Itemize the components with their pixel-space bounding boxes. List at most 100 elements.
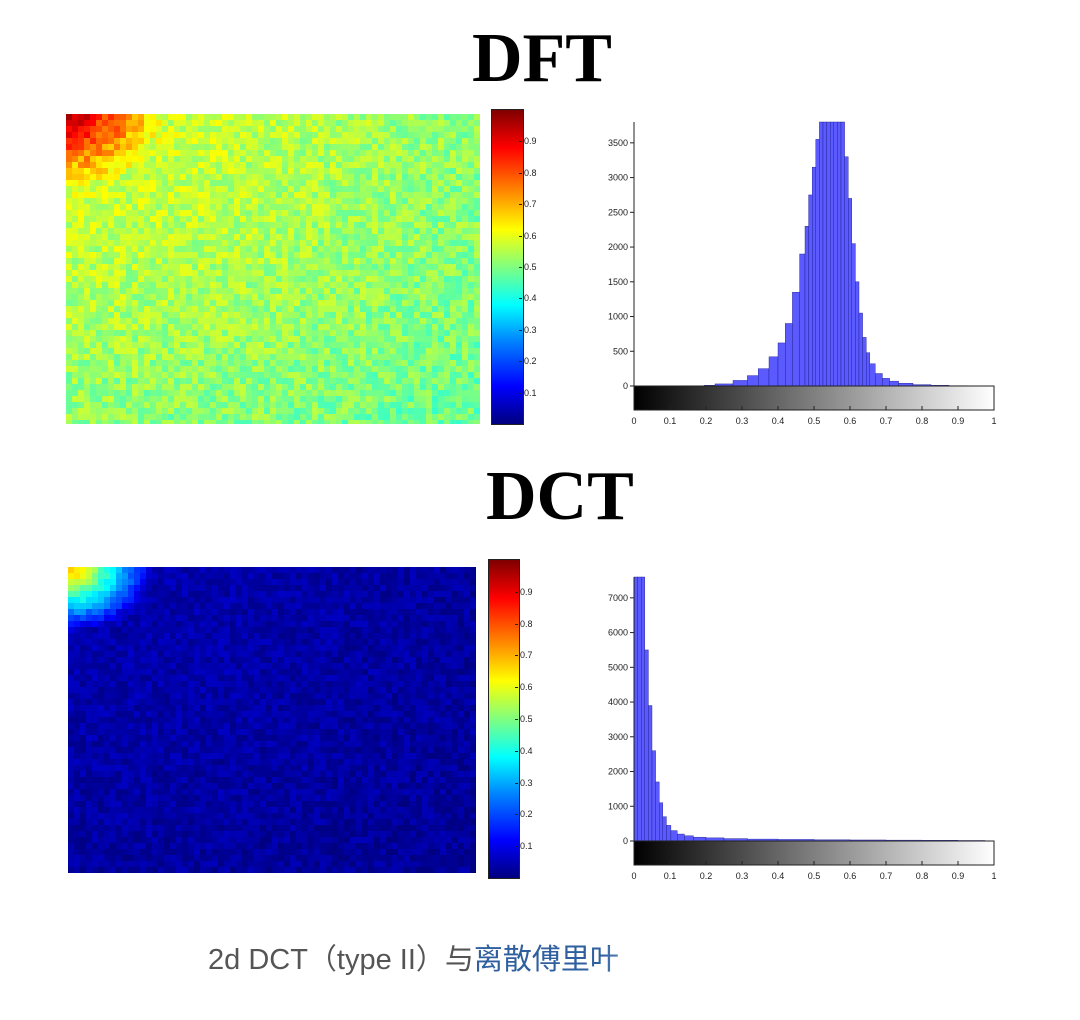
- heatmap-cell: [390, 168, 396, 174]
- heatmap-cell: [270, 150, 276, 156]
- heatmap-cell: [446, 603, 452, 609]
- heatmap-cell: [228, 312, 234, 318]
- heatmap-cell: [378, 414, 384, 420]
- heatmap-cell: [222, 192, 228, 198]
- heatmap-cell: [306, 126, 312, 132]
- heatmap-cell: [392, 657, 398, 663]
- heatmap-cell: [288, 348, 294, 354]
- heatmap-cell: [174, 270, 180, 276]
- heatmap-cell: [206, 627, 212, 633]
- heatmap-cell: [156, 276, 162, 282]
- heatmap-cell: [270, 132, 276, 138]
- heatmap-cell: [308, 579, 314, 585]
- heatmap-cell: [126, 138, 132, 144]
- heatmap-cell: [120, 282, 126, 288]
- heatmap-cell: [444, 348, 450, 354]
- heatmap-cell: [228, 294, 234, 300]
- heatmap-cell: [198, 126, 204, 132]
- heatmap-cell: [420, 204, 426, 210]
- heatmap-cell: [468, 402, 474, 408]
- heatmap-cell: [216, 150, 222, 156]
- heatmap-cell: [410, 579, 416, 585]
- heatmap-cell: [308, 573, 314, 579]
- heatmap-cell: [144, 318, 150, 324]
- heatmap-cell: [224, 657, 230, 663]
- heatmap-cell: [318, 162, 324, 168]
- heatmap-cell: [186, 312, 192, 318]
- heatmap-cell: [210, 180, 216, 186]
- heatmap-cell: [300, 162, 306, 168]
- heatmap-cell: [372, 390, 378, 396]
- heatmap-cell: [474, 330, 480, 336]
- heatmap-cell: [456, 138, 462, 144]
- heatmap-cell: [470, 579, 476, 585]
- heatmap-cell: [266, 609, 272, 615]
- heatmap-cell: [138, 372, 144, 378]
- heatmap-cell: [426, 378, 432, 384]
- heatmap-cell: [200, 645, 206, 651]
- heatmap-cell: [204, 402, 210, 408]
- heatmap-cell: [150, 372, 156, 378]
- heatmap-cell: [236, 603, 242, 609]
- heatmap-cell: [216, 420, 222, 424]
- heatmap-cell: [326, 573, 332, 579]
- heatmap-cell: [312, 384, 318, 390]
- heatmap-cell: [258, 294, 264, 300]
- heatmap-cell: [108, 246, 114, 252]
- heatmap-cell: [288, 312, 294, 318]
- heatmap-cell: [438, 372, 444, 378]
- heatmap-cell: [266, 669, 272, 675]
- heatmap-cell: [420, 126, 426, 132]
- heatmap-cell: [72, 210, 78, 216]
- heatmap-cell: [420, 168, 426, 174]
- heatmap-cell: [78, 414, 84, 420]
- heatmap-cell: [384, 156, 390, 162]
- heatmap-cell: [308, 591, 314, 597]
- heatmap-cell: [78, 402, 84, 408]
- heatmap-cell: [468, 126, 474, 132]
- heatmap-cell: [464, 669, 470, 675]
- heatmap-cell: [104, 579, 110, 585]
- heatmap-cell: [372, 126, 378, 132]
- heatmap-cell: [116, 633, 122, 639]
- heatmap-cell: [434, 639, 440, 645]
- heatmap-cell: [378, 198, 384, 204]
- heatmap-cell: [374, 627, 380, 633]
- heatmap-cell: [366, 306, 372, 312]
- heatmap-cell: [462, 408, 468, 414]
- heatmap-cell: [384, 342, 390, 348]
- heatmap-cell: [398, 591, 404, 597]
- heatmap-cell: [392, 651, 398, 657]
- heatmap-cell: [396, 240, 402, 246]
- heatmap-cell: [252, 216, 258, 222]
- heatmap-cell: [282, 330, 288, 336]
- heatmap-cell: [216, 270, 222, 276]
- heatmap-cell: [444, 258, 450, 264]
- heatmap-cell: [228, 204, 234, 210]
- heatmap-cell: [168, 270, 174, 276]
- heatmap-cell: [378, 384, 384, 390]
- heatmap-cell: [252, 252, 258, 258]
- dct-heatmap-svg: [68, 567, 476, 873]
- heatmap-cell: [128, 579, 134, 585]
- heatmap-cell: [404, 645, 410, 651]
- heatmap-cell: [468, 180, 474, 186]
- heatmap-cell: [144, 408, 150, 414]
- heatmap-cell: [186, 180, 192, 186]
- heatmap-cell: [438, 288, 444, 294]
- heatmap-cell: [354, 360, 360, 366]
- heatmap-cell: [236, 639, 242, 645]
- heatmap-cell: [92, 579, 98, 585]
- heatmap-cell: [234, 216, 240, 222]
- heatmap-cell: [336, 378, 342, 384]
- heatmap-cell: [444, 324, 450, 330]
- heatmap-cell: [462, 354, 468, 360]
- heatmap-cell: [384, 306, 390, 312]
- heatmap-cell: [72, 162, 78, 168]
- heatmap-cell: [92, 657, 98, 663]
- heatmap-cell: [402, 408, 408, 414]
- heatmap-cell: [318, 384, 324, 390]
- heatmap-cell: [132, 318, 138, 324]
- heatmap-cell: [164, 675, 170, 681]
- heatmap-cell: [380, 579, 386, 585]
